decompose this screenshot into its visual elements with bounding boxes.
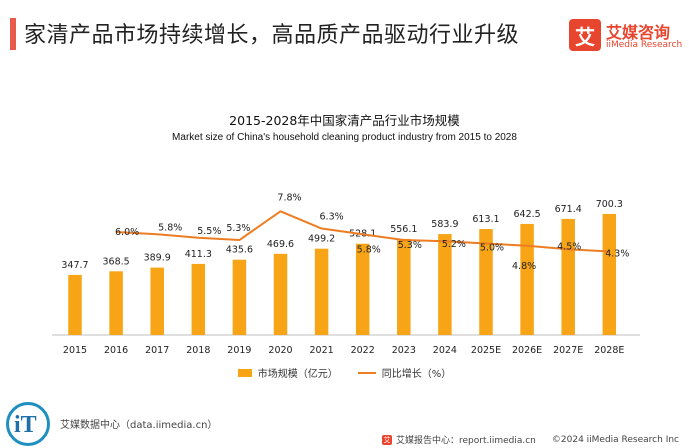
bar-2020 bbox=[273, 253, 288, 335]
x-tick-2023: 2023 bbox=[392, 345, 416, 356]
bar-label-2015: 347.7 bbox=[61, 260, 88, 271]
bar-2026E bbox=[520, 223, 534, 335]
iimedia-watermark-icon: iT bbox=[0, 396, 58, 448]
brand-name-en: iiMedia Research bbox=[606, 40, 683, 50]
iimedia-logo-icon: 艾 bbox=[569, 19, 601, 51]
footer-source-left: 艾媒数据中心（data.iimedia.cn） bbox=[60, 420, 218, 431]
legend-label-line: 同比增长（%） bbox=[381, 369, 452, 380]
legend-item-line: 同比增长（%） bbox=[357, 365, 452, 380]
bar-2015 bbox=[68, 274, 82, 335]
bar-2024 bbox=[438, 234, 452, 335]
bar-label-2027E: 671.4 bbox=[555, 204, 582, 215]
line-label-2019: 5.3% bbox=[226, 223, 250, 234]
x-tick-2024: 2024 bbox=[433, 345, 457, 356]
x-tick-2015: 2015 bbox=[63, 345, 87, 356]
title-accent-bar bbox=[10, 18, 16, 50]
bar-2019 bbox=[232, 259, 247, 335]
x-tick-2021: 2021 bbox=[310, 345, 334, 356]
bar-label-2018: 411.3 bbox=[185, 249, 212, 260]
bar-2021 bbox=[314, 248, 329, 335]
bar-label-2028E: 700.3 bbox=[596, 199, 623, 210]
footer-copyright: ©2024 iiMedia Research Inc bbox=[551, 434, 679, 445]
watermark-letters: iT bbox=[14, 412, 37, 438]
line-label-2021: 6.3% bbox=[320, 212, 344, 223]
x-tick-2019: 2019 bbox=[227, 345, 251, 356]
bar-2018 bbox=[191, 263, 206, 335]
line-label-2023: 5.3% bbox=[398, 240, 422, 251]
x-tick-2025E: 2025E bbox=[471, 345, 501, 356]
footer-source-right: 艾媒报告中心：report.iimedia.cn bbox=[395, 436, 536, 446]
line-label-2016: 6.0% bbox=[115, 227, 139, 238]
bar-label-2020: 469.6 bbox=[267, 239, 294, 250]
bar-2017 bbox=[150, 267, 164, 335]
brand-logo: 艾 艾媒咨询 iiMedia Research bbox=[569, 19, 689, 53]
bar-2025E bbox=[479, 229, 493, 335]
x-tick-2018: 2018 bbox=[186, 345, 210, 356]
brand-name-cn: 艾媒咨询 bbox=[606, 23, 671, 42]
footer-logo-icon: 艾 bbox=[381, 434, 392, 445]
page-title: 家清产品市场持续增长，高品质产品驱动行业升级 bbox=[24, 23, 520, 48]
bar-label-2023: 556.1 bbox=[390, 224, 417, 235]
legend-swatch-bar bbox=[237, 368, 252, 377]
line-label-2028E: 4.3% bbox=[605, 249, 629, 260]
x-tick-2020: 2020 bbox=[268, 345, 292, 356]
bar-2028E bbox=[602, 213, 617, 335]
line-label-2018: 5.5% bbox=[197, 226, 221, 237]
line-label-2027E: 4.5% bbox=[557, 241, 581, 252]
line-label-2025E: 5.0% bbox=[480, 243, 504, 254]
growth-rate-line bbox=[116, 210, 610, 253]
legend-label-bar: 市场规模（亿元） bbox=[257, 369, 338, 380]
bar-2023 bbox=[397, 238, 411, 335]
bar-label-2021: 499.2 bbox=[308, 234, 335, 245]
x-tick-2016: 2016 bbox=[104, 345, 128, 356]
line-label-2024: 5.2% bbox=[442, 239, 466, 250]
bar-label-2026E: 642.5 bbox=[513, 209, 540, 220]
bar-label-2017: 389.9 bbox=[144, 253, 171, 264]
bar-label-2016: 368.5 bbox=[102, 256, 129, 267]
x-tick-2028E: 2028E bbox=[594, 345, 624, 356]
bar-label-2024: 583.9 bbox=[431, 219, 458, 230]
legend-swatch-line bbox=[357, 371, 376, 374]
bar-label-2019: 435.6 bbox=[226, 245, 253, 256]
legend-item-bar: 市场规模（亿元） bbox=[237, 365, 338, 380]
bar-2027E bbox=[561, 218, 575, 335]
line-label-2017: 5.8% bbox=[158, 222, 182, 233]
bar-2022 bbox=[355, 243, 370, 335]
bar-2016 bbox=[109, 271, 123, 335]
watermark-ring bbox=[6, 402, 50, 446]
x-tick-2022: 2022 bbox=[351, 345, 375, 356]
chart-subtitle: Market size of China's household cleanin… bbox=[172, 132, 517, 143]
x-tick-2027E: 2027E bbox=[553, 345, 583, 356]
footer-right: 艾 艾媒报告中心：report.iimedia.cn ©2024 iiMedia… bbox=[381, 433, 679, 446]
chart-legend: 市场规模（亿元） 同比增长（%） bbox=[0, 365, 689, 380]
bar-label-2025E: 613.1 bbox=[472, 214, 499, 225]
chart-title: 2015-2028年中国家清产品行业市场规模 bbox=[229, 113, 460, 128]
line-label-2022: 5.8% bbox=[357, 244, 381, 255]
line-label-2026E: 4.8% bbox=[512, 261, 536, 272]
line-label-2020: 7.8% bbox=[277, 192, 301, 203]
x-tick-2017: 2017 bbox=[145, 345, 169, 356]
x-tick-2026E: 2026E bbox=[512, 345, 542, 356]
